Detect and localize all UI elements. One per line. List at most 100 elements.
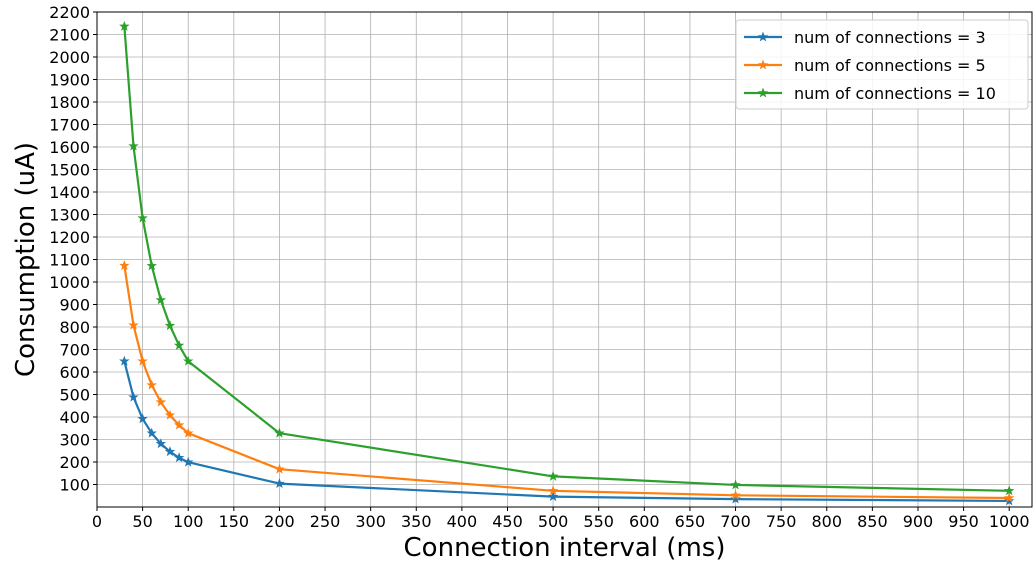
y-tick-label: 1700	[49, 116, 90, 135]
y-tick-label: 1600	[49, 138, 90, 157]
y-tick-label: 100	[59, 476, 90, 495]
series-line	[123, 265, 1010, 500]
legend-marker	[757, 31, 769, 42]
y-tick-label: 1800	[49, 93, 90, 112]
data-point	[164, 446, 176, 457]
data-point	[547, 485, 559, 496]
x-tick-label: 300	[355, 512, 386, 531]
y-tick-label: 2000	[49, 48, 90, 67]
y-tick-label: 600	[59, 363, 90, 382]
y-tick-label: 1500	[49, 161, 90, 180]
data-point	[547, 470, 559, 481]
data-point	[183, 355, 194, 366]
data-point	[274, 463, 285, 474]
x-tick-label: 1000	[989, 512, 1030, 531]
legend-item: num of connections = 5	[744, 56, 986, 75]
data-point	[183, 427, 194, 438]
x-tick-label: 0	[92, 512, 102, 531]
data-point	[119, 260, 130, 271]
data-point	[128, 391, 139, 402]
data-point	[1003, 495, 1015, 506]
data-point	[155, 294, 167, 305]
x-tick-label: 850	[857, 512, 888, 531]
y-tick-label: 2100	[49, 26, 90, 45]
data-point	[173, 452, 185, 463]
x-tick-label: 500	[538, 512, 569, 531]
data-point	[155, 438, 167, 449]
y-tick-label: 900	[59, 296, 90, 315]
x-tick-label: 100	[173, 512, 204, 531]
y-axis-ticks: 100 200 300 400 500 600 700 800 900 1000 1100 1200 1…	[49, 3, 97, 495]
y-tick-label: 1200	[49, 228, 90, 247]
legend: num of connections = 3 num of connections…	[735, 19, 1029, 110]
series-1	[119, 355, 1015, 506]
data-point	[119, 20, 130, 31]
x-tick-label: 150	[219, 512, 250, 531]
series-layer	[119, 20, 1015, 506]
x-tick-label: 950	[948, 512, 979, 531]
data-point	[146, 379, 157, 390]
x-tick-label: 800	[811, 512, 842, 531]
data-point	[137, 413, 148, 424]
data-point	[730, 479, 741, 490]
plot-frame	[96, 11, 1033, 508]
data-point	[146, 427, 157, 438]
legend-label: num of connections = 5	[794, 56, 986, 75]
legend-marker	[757, 87, 769, 98]
legend-label: num of connections = 3	[794, 28, 986, 47]
x-tick-label: 350	[401, 512, 432, 531]
data-point	[128, 140, 139, 151]
y-tick-label: 800	[59, 318, 90, 337]
data-point	[730, 493, 741, 504]
data-point	[274, 478, 285, 489]
legend-box	[735, 19, 1029, 110]
x-tick-label: 700	[720, 512, 751, 531]
data-point	[137, 212, 148, 223]
series-line	[123, 360, 1010, 503]
x-axis-title: Connection interval (ms)	[404, 533, 726, 562]
y-tick-label: 1000	[49, 273, 90, 292]
y-tick-label: 1400	[49, 183, 90, 202]
data-point	[1003, 492, 1015, 503]
data-point	[155, 396, 167, 407]
x-tick-label: 450	[492, 512, 523, 531]
y-tick-label: 1300	[49, 206, 90, 225]
series-3	[119, 20, 1015, 496]
y-tick-label: 2200	[49, 3, 90, 22]
data-point	[173, 419, 185, 430]
y-tick-label: 1900	[49, 71, 90, 90]
data-point	[547, 491, 559, 502]
x-tick-label: 550	[583, 512, 614, 531]
data-point	[119, 355, 130, 366]
y-axis-title: Consumption (uA)	[11, 142, 41, 377]
data-point	[164, 409, 176, 420]
series-line	[123, 26, 1010, 492]
legend-item: num of connections = 3	[744, 28, 986, 47]
data-point	[146, 260, 157, 271]
data-point	[1003, 485, 1015, 496]
x-tick-label: 250	[310, 512, 341, 531]
y-tick-label: 400	[59, 408, 90, 427]
data-point	[137, 355, 148, 366]
x-tick-label: 750	[766, 512, 797, 531]
legend-marker	[757, 59, 769, 70]
y-tick-label: 300	[59, 431, 90, 450]
y-tick-label: 500	[59, 386, 90, 405]
x-tick-label: 650	[675, 512, 706, 531]
y-tick-label: 1100	[49, 251, 90, 270]
data-point	[173, 339, 185, 350]
x-axis-ticks: 0 50 100 150 200 250 300 350 400 450 500 550 600 650 7…	[92, 507, 1030, 531]
x-tick-label: 600	[629, 512, 660, 531]
data-point	[274, 427, 285, 438]
y-tick-label: 700	[59, 341, 90, 360]
x-tick-label: 200	[264, 512, 295, 531]
x-tick-label: 900	[903, 512, 934, 531]
y-tick-label: 200	[59, 453, 90, 472]
legend-label: num of connections = 10	[794, 84, 996, 103]
legend-item: num of connections = 10	[744, 84, 996, 103]
data-point	[128, 319, 139, 330]
data-point	[730, 489, 741, 500]
x-tick-label: 400	[447, 512, 478, 531]
data-point	[164, 320, 176, 331]
